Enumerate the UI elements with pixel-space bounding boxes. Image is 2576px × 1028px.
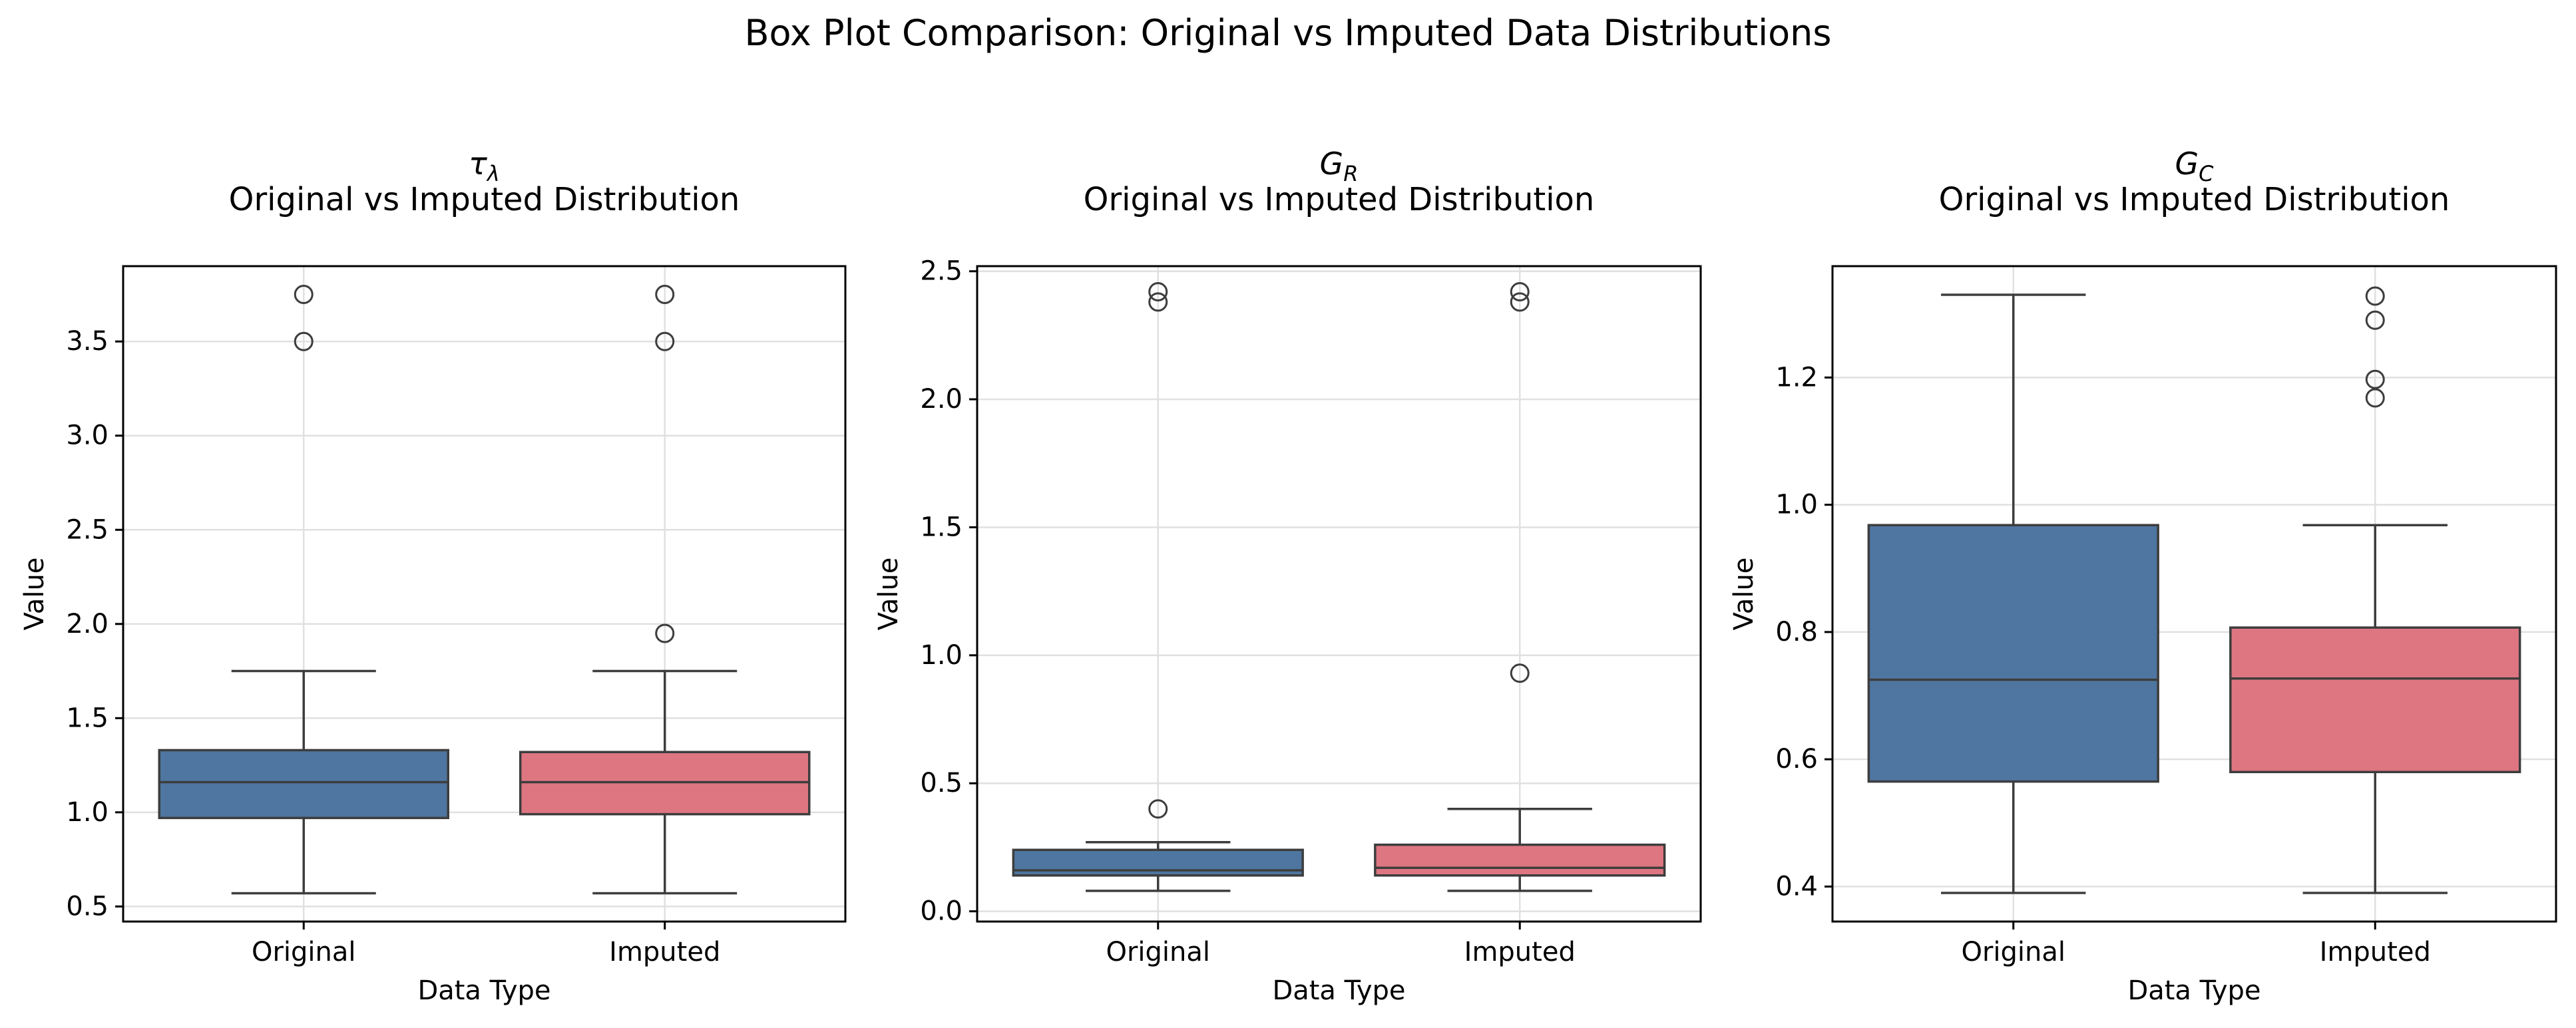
x-tick-label: Original — [252, 937, 356, 967]
y-tick-label: 1.5 — [66, 703, 108, 733]
y-tick-label: 0.5 — [66, 891, 108, 922]
y-tick-label: 2.0 — [66, 609, 108, 639]
box-imputed — [1374, 281, 1666, 892]
outlier-point — [2365, 310, 2385, 330]
y-tick-label: 1.0 — [66, 797, 108, 828]
outlier-point — [2365, 286, 2385, 306]
outlier-point — [294, 331, 314, 351]
outlier-point — [655, 331, 675, 351]
y-tick-label: 1.2 — [1775, 362, 1818, 393]
box-body — [1012, 848, 1304, 877]
y-tick-label: 2.5 — [66, 514, 108, 545]
outlier-point — [655, 623, 675, 643]
x-tick-label: Imputed — [609, 937, 720, 967]
outlier-point — [1148, 799, 1168, 819]
chart-panel-2: 0.0 0.5 1.0 1.5 2.0 2.5 Original Imputed Data Ty… — [873, 146, 1702, 1006]
chart-title-symbol: τλ — [469, 146, 500, 186]
x-tick-label: Imputed — [2320, 937, 2431, 967]
x-tick-label: Original — [1961, 937, 2065, 967]
axes-frame — [1831, 265, 2557, 923]
y-axis-label: Value — [1729, 558, 1759, 631]
chart-subtitle: Original vs Imputed Distribution — [1939, 181, 2450, 218]
box-imputed — [519, 284, 811, 895]
y-tick-label: 2.5 — [920, 256, 963, 287]
box-original — [158, 284, 449, 895]
x-axis-label: Data Type — [417, 975, 550, 1006]
outlier-point — [1148, 292, 1168, 312]
axes-frame — [976, 265, 1702, 923]
x-axis-label: Data Type — [1272, 975, 1405, 1006]
outlier-point — [2365, 369, 2385, 389]
outlier-point — [1510, 281, 1530, 301]
y-axis-label: Value — [873, 558, 904, 631]
y-tick-label: 1.0 — [920, 640, 963, 671]
x-axis-label: Data Type — [2127, 975, 2260, 1006]
y-tick-label: 0.8 — [1775, 617, 1818, 647]
box-body — [1867, 524, 2159, 783]
chart-title-symbol: GC — [2175, 146, 2215, 186]
y-tick-label: 3.5 — [66, 326, 108, 357]
outlier-point — [2365, 388, 2385, 408]
y-tick-label: 2.0 — [920, 384, 963, 415]
box-imputed — [2229, 286, 2521, 894]
figure-title: Box Plot Comparison: Original vs Imputed… — [744, 12, 1832, 54]
chart-subtitle: Original vs Imputed Distribution — [229, 181, 740, 218]
outlier-point — [1148, 281, 1168, 301]
y-tick-label: 0.4 — [1775, 871, 1818, 902]
box-body — [1374, 843, 1666, 877]
x-tick-label: Imputed — [1464, 937, 1576, 967]
box-original — [1012, 281, 1304, 892]
axes-frame — [122, 265, 847, 923]
chart-subtitle: Original vs Imputed Distribution — [1084, 181, 1595, 218]
y-axis-label: Value — [19, 558, 50, 631]
outlier-point — [1510, 663, 1530, 683]
box-body — [158, 749, 449, 820]
box-original — [1867, 293, 2159, 894]
chart-panel-3: 0.4 0.6 0.8 1.0 1.2 Original Imputed Data Type V… — [1729, 146, 2557, 1006]
y-tick-label: 1.5 — [920, 512, 963, 542]
chart-panel-1: 0.5 1.0 1.5 2.0 2.5 3.0 3.5 Original Imputed Data… — [19, 146, 847, 1006]
x-tick-label: Original — [1106, 937, 1210, 967]
y-tick-label: 3.0 — [66, 421, 108, 451]
outlier-point — [294, 284, 314, 304]
y-tick-label: 1.0 — [1775, 490, 1818, 520]
y-tick-label: 0.5 — [920, 768, 963, 798]
outlier-point — [1510, 292, 1530, 312]
y-tick-label: 0.6 — [1775, 744, 1818, 774]
box-body — [2229, 626, 2521, 774]
outlier-point — [655, 284, 675, 304]
y-tick-label: 0.0 — [920, 896, 963, 927]
chart-title-symbol: GR — [1320, 146, 1359, 186]
